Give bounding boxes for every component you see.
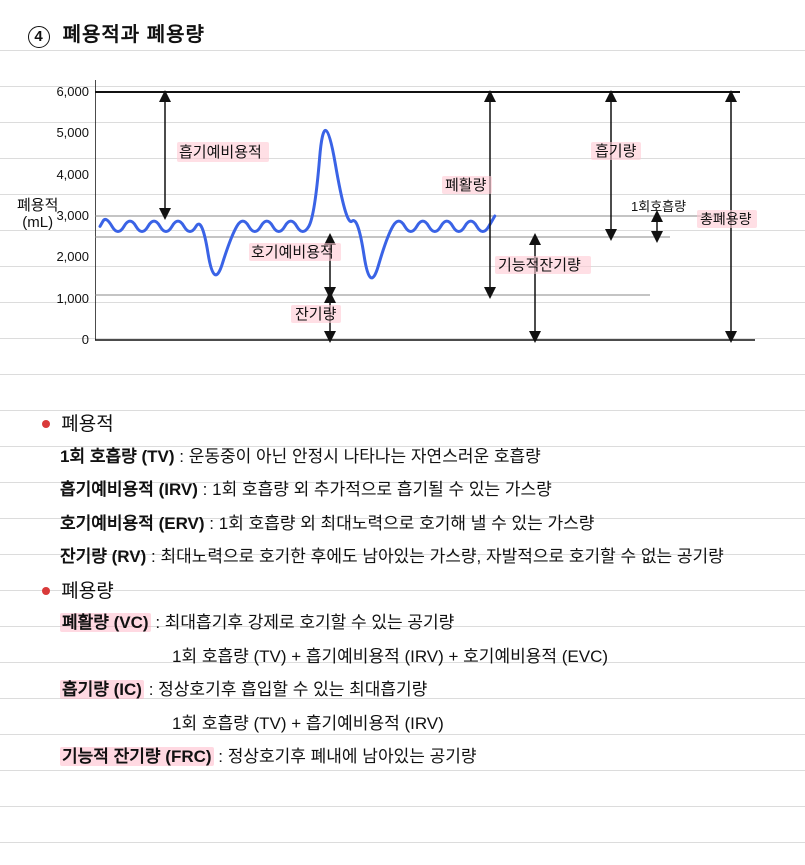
label-vc: 폐활량 <box>445 177 487 194</box>
def-tv: 1회 호흡량 (TV) : 운동중이 아닌 안정시 나타나는 자연스러운 호흡량 <box>60 444 785 470</box>
term-erv: 호기예비용적 (ERV) <box>60 514 205 533</box>
ytick-label: 3,000 <box>45 208 89 223</box>
formula-vc: 1회 호흡량 (TV) + 흡기예비용적 (IRV) + 호기예비용적 (EVC… <box>172 644 785 670</box>
page-title: 4 폐용적과 폐용량 <box>28 18 205 48</box>
term-vc: 폐활량 (VC) <box>60 613 151 632</box>
term-irv: 흡기예비용적 (IRV) <box>60 480 198 499</box>
section1-title: 폐용적 <box>61 414 113 435</box>
term-tv: 1회 호흡량 (TV) <box>60 447 175 466</box>
colon: : <box>209 514 218 533</box>
bullet-icon <box>42 420 50 428</box>
notes-section: 폐용적 1회 호흡량 (TV) : 운동중이 아닌 안정시 나타나는 자연스러운… <box>42 405 785 778</box>
def-frc-text: 정상호기후 폐내에 남아있는 공기량 <box>228 747 477 766</box>
formula-ic: 1회 호흡량 (TV) + 흡기예비용적 (IRV) <box>172 711 785 737</box>
def-rv: 잔기량 (RV) : 최대노력으로 호기한 후에도 남아있는 가스량, 자발적으… <box>60 544 785 570</box>
colon: : <box>203 480 212 499</box>
ytick-label: 2,000 <box>45 249 89 264</box>
label-tlc: 총폐용량 <box>700 211 752 227</box>
colon: : <box>149 680 158 699</box>
def-tv-text: 운동중이 아닌 안정시 나타나는 자연스러운 호흡량 <box>189 447 541 466</box>
term-rv: 잔기량 (RV) <box>60 547 146 566</box>
label-rv: 잔기량 <box>295 306 337 323</box>
term-frc: 기능적 잔기량 (FRC) <box>60 747 214 766</box>
label-ic: 흡기량 <box>595 143 637 160</box>
def-frc: 기능적 잔기량 (FRC) : 정상호기후 폐내에 남아있는 공기량 <box>60 744 785 770</box>
section1-heading: 폐용적 <box>42 411 785 440</box>
ytick-label: 1,000 <box>45 291 89 306</box>
def-erv-text: 1회 호흡량 외 최대노력으로 호기해 낼 수 있는 가스량 <box>219 514 595 533</box>
ytick-label: 6,000 <box>45 84 89 99</box>
spirogram-svg: 흡기예비용적 호기예비용적 잔기량 폐활량 기능적잔기량 흡기량 <box>95 80 765 360</box>
section2-title: 폐용량 <box>61 581 113 602</box>
spirogram-chart: 폐용적 (mL) 01,0002,0003,0004,0005,0006,000 <box>45 80 765 360</box>
def-irv-text: 1회 호흡량 외 추가적으로 흡기될 수 있는 가스량 <box>212 480 552 499</box>
colon: : <box>155 613 164 632</box>
colon: : <box>179 447 188 466</box>
bullet-icon <box>42 587 50 595</box>
label-irv: 흡기예비용적 <box>179 144 262 161</box>
def-erv: 호기예비용적 (ERV) : 1회 호흡량 외 최대노력으로 호기해 낼 수 있… <box>60 511 785 537</box>
def-ic: 흡기량 (IC) : 정상호기후 흡입할 수 있는 최대흡기량 <box>60 677 785 703</box>
def-vc: 폐활량 (VC) : 최대흡기후 강제로 호기할 수 있는 공기량 <box>60 610 785 636</box>
ytick-label: 5,000 <box>45 125 89 140</box>
def-irv: 흡기예비용적 (IRV) : 1회 호흡량 외 추가적으로 흡기될 수 있는 가… <box>60 477 785 503</box>
section2-heading: 폐용량 <box>42 578 785 607</box>
def-ic-text: 정상호기후 흡입할 수 있는 최대흡기량 <box>158 680 427 699</box>
def-vc-text: 최대흡기후 강제로 호기할 수 있는 공기량 <box>165 613 455 632</box>
title-number: 4 <box>28 26 50 48</box>
term-ic: 흡기량 (IC) <box>60 680 144 699</box>
label-tv: 1회호흡량 <box>631 199 686 214</box>
title-text: 폐용적과 폐용량 <box>63 24 205 46</box>
ytick-label: 4,000 <box>45 167 89 182</box>
colon: : <box>218 747 227 766</box>
label-erv: 호기예비용적 <box>251 244 334 261</box>
page-root: 4 폐용적과 폐용량 폐용적 (mL) 01,0002,0003,0004,00… <box>0 0 805 865</box>
def-rv-text: 최대노력으로 호기한 후에도 남아있는 가스량, 자발적으로 호기할 수 없는 … <box>160 547 723 566</box>
label-frc: 기능적잔기량 <box>498 257 581 274</box>
ytick-label: 0 <box>45 332 89 347</box>
